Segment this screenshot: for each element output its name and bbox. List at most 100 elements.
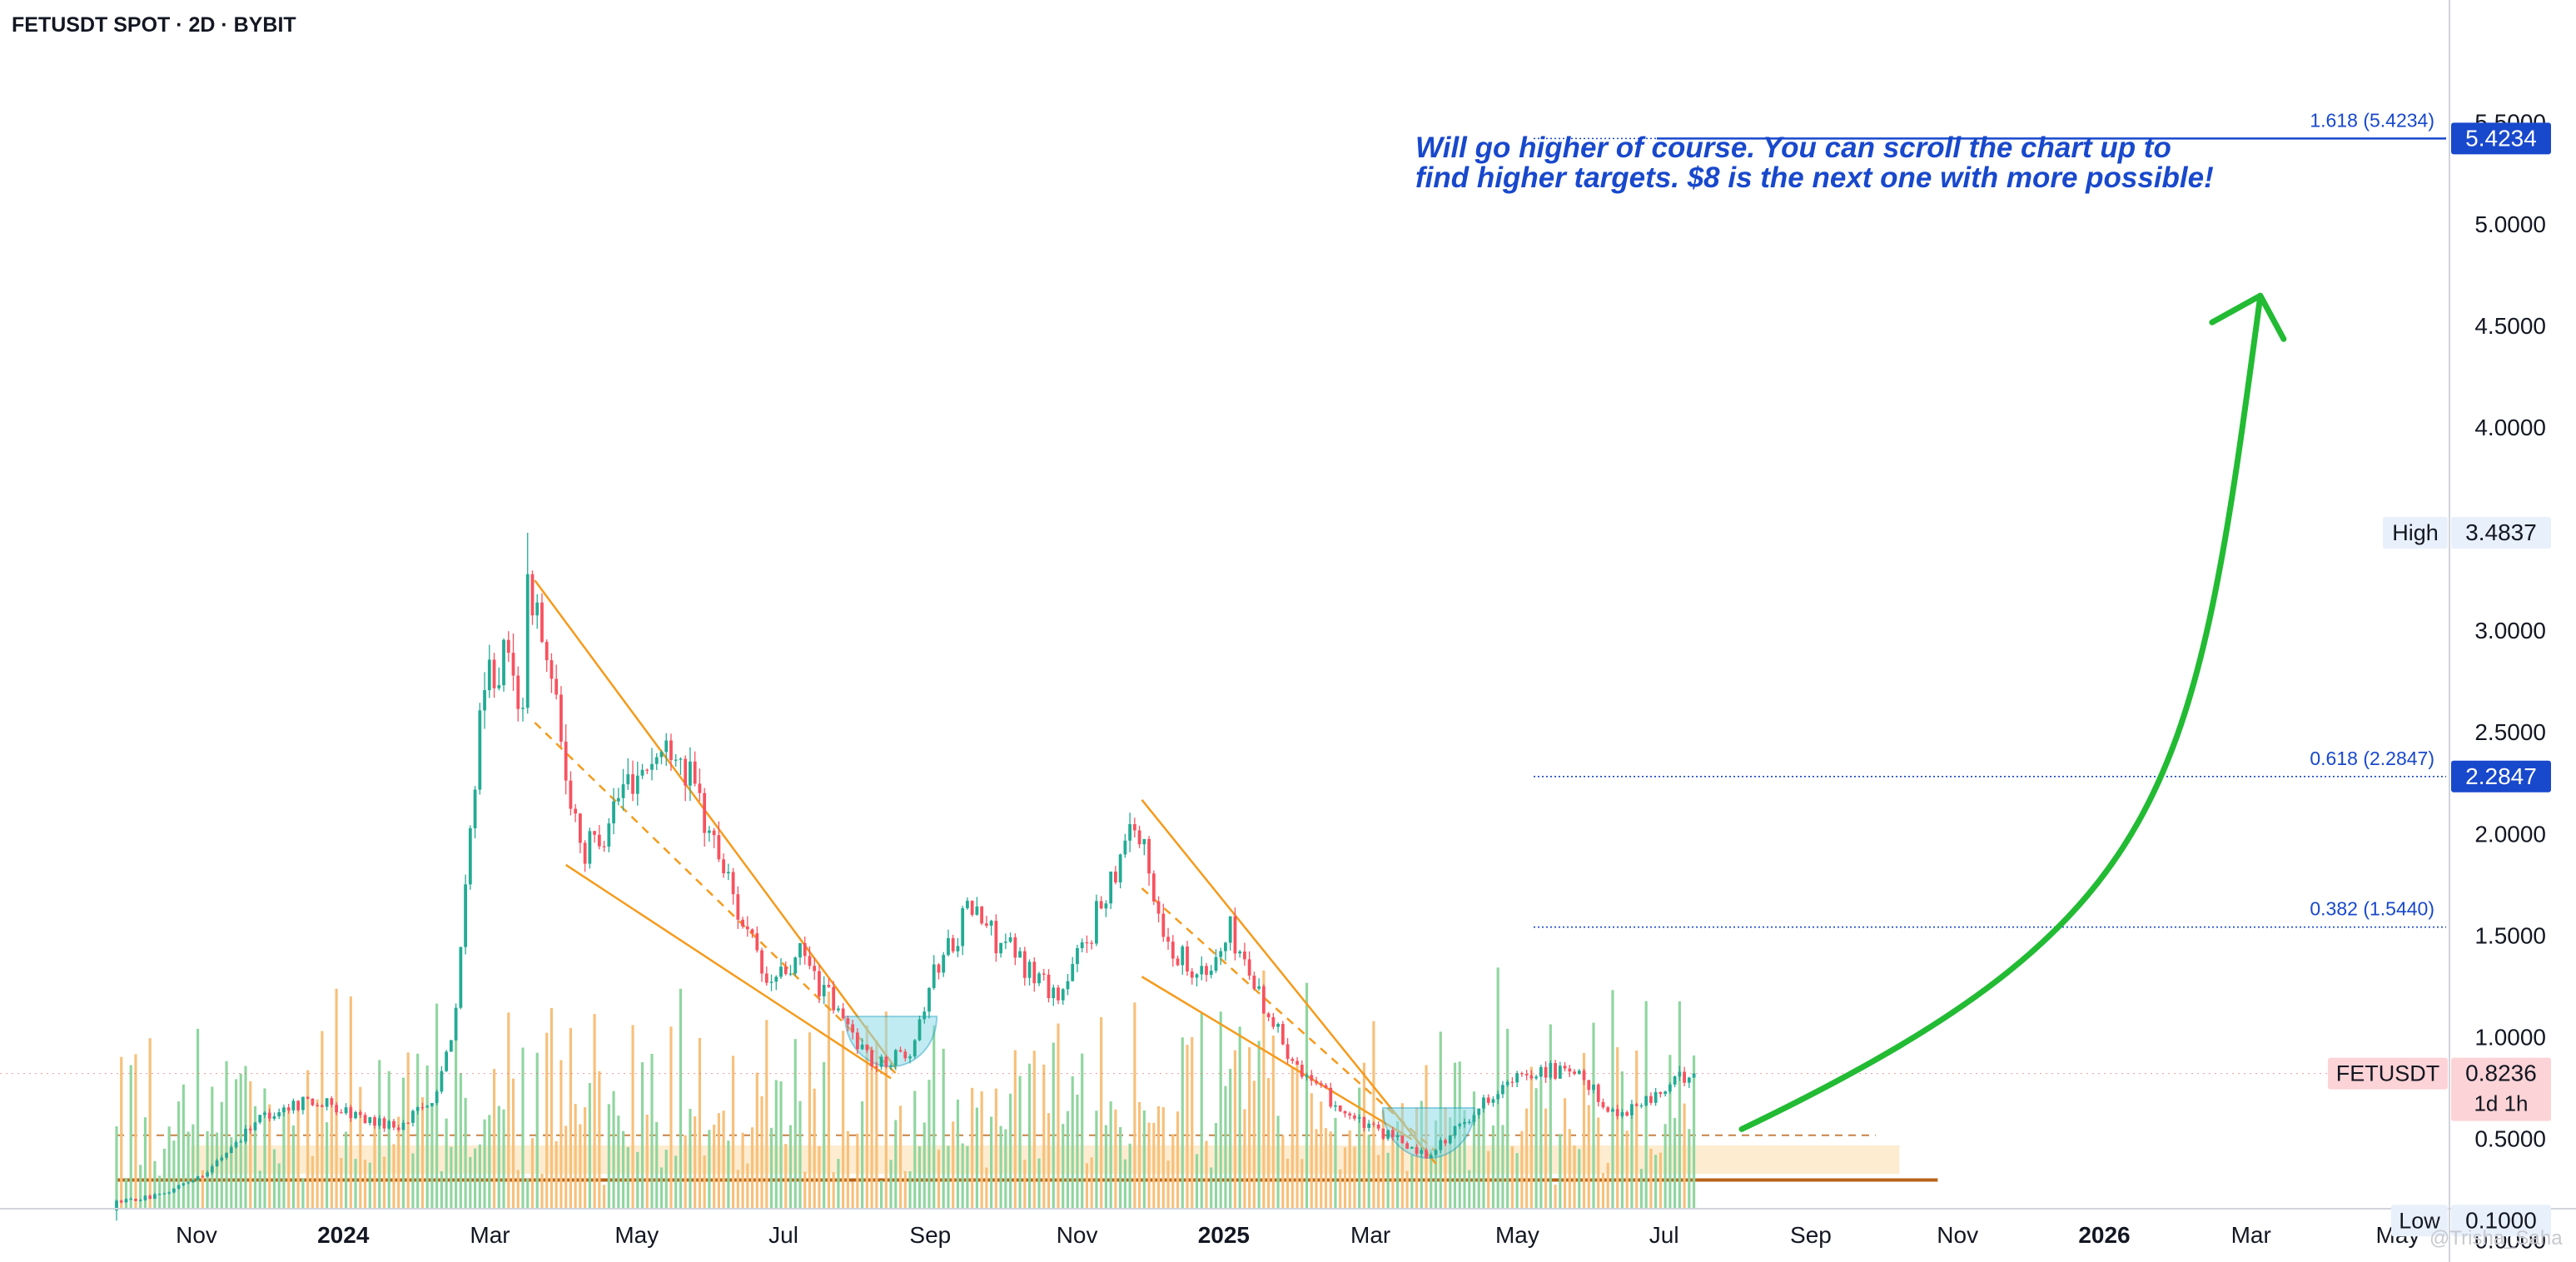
volume-bar xyxy=(823,1061,826,1209)
candle-body xyxy=(1195,974,1199,978)
candle-body xyxy=(1042,973,1046,975)
high-badge-box xyxy=(2451,517,2551,549)
time-tick-label: Mar xyxy=(1350,1222,1390,1248)
volume-bar xyxy=(349,996,352,1209)
volume-bar xyxy=(1166,1160,1170,1209)
low-badge-box xyxy=(2451,1205,2551,1237)
volume-bar xyxy=(1248,1046,1251,1209)
volume-bar xyxy=(1673,1117,1677,1209)
candle-body xyxy=(1410,1147,1414,1149)
volume-bar xyxy=(1510,1146,1514,1209)
volume-bar xyxy=(397,1116,400,1209)
candle-body xyxy=(1190,971,1194,978)
candle-body xyxy=(325,1098,329,1107)
candle-body xyxy=(234,1142,238,1148)
volume-bar xyxy=(1128,1143,1131,1209)
candle-body xyxy=(138,1200,142,1201)
candle-body xyxy=(267,1112,271,1119)
candle-body xyxy=(1137,830,1141,845)
volume-bar xyxy=(363,1160,367,1209)
candle-body xyxy=(401,1122,405,1130)
volume-bar xyxy=(554,1140,558,1209)
candle-body xyxy=(1606,1107,1610,1112)
volume-bar xyxy=(927,1080,931,1209)
candle-body xyxy=(1057,987,1060,1001)
candle-body xyxy=(569,780,573,809)
candle-body xyxy=(487,659,491,691)
candle-body xyxy=(1271,1016,1276,1027)
candle-body xyxy=(832,986,836,1011)
volume-bar xyxy=(808,1032,812,1209)
candle-body xyxy=(1123,840,1127,855)
candle-body xyxy=(913,1040,917,1057)
volume-bar xyxy=(584,1106,587,1209)
volume-bar xyxy=(450,1146,453,1209)
candle-body xyxy=(1266,1013,1271,1017)
volume-bar xyxy=(1210,1167,1213,1209)
volume-bar xyxy=(741,1132,744,1209)
candle-body xyxy=(1444,1140,1447,1144)
volume-bar xyxy=(316,1099,319,1209)
candle-body xyxy=(1142,838,1146,845)
price-tick-label: 4.5000 xyxy=(2474,313,2546,339)
candle-body xyxy=(253,1122,257,1130)
volume-bar xyxy=(1171,1134,1175,1209)
volume-bar xyxy=(1367,1135,1370,1209)
candle-body xyxy=(316,1105,320,1106)
volume-bar xyxy=(411,1153,415,1209)
candle-body xyxy=(1085,942,1089,944)
volume-bar xyxy=(1219,1011,1222,1209)
volume-bar xyxy=(598,1071,601,1209)
volume-bar xyxy=(856,1133,859,1209)
volume-bar xyxy=(918,1146,922,1209)
volume-bar xyxy=(550,1007,554,1209)
volume-bar xyxy=(230,1137,233,1209)
candle-body xyxy=(1295,1061,1299,1066)
volume-bar xyxy=(717,1113,720,1209)
candle-body xyxy=(272,1116,276,1119)
time-tick-label: Nov xyxy=(1057,1222,1098,1248)
volume-bar xyxy=(755,1072,758,1209)
volume-bar xyxy=(1391,1130,1395,1209)
volume-bar xyxy=(1252,1081,1256,1209)
candle-body xyxy=(583,842,587,864)
volume-bar xyxy=(1343,1147,1347,1209)
volume-bar xyxy=(120,1056,123,1209)
volume-bar xyxy=(956,1099,960,1209)
candle-body xyxy=(167,1192,172,1194)
time-tick-label: Mar xyxy=(2231,1222,2271,1248)
volume-bar xyxy=(1161,1106,1165,1209)
volume-bar xyxy=(631,1025,634,1209)
candle-body xyxy=(588,831,592,864)
volume-bar xyxy=(1176,1111,1180,1209)
candle-body xyxy=(607,823,611,847)
time-tick-label: Sep xyxy=(909,1222,951,1248)
candle-body xyxy=(115,1200,118,1211)
volume-bar xyxy=(492,1069,496,1209)
candle-body xyxy=(1243,951,1246,960)
volume-bar xyxy=(1534,1088,1538,1209)
fib-1618-badge-box xyxy=(2451,122,2551,155)
volume-bar xyxy=(1295,1065,1299,1209)
volume-bar xyxy=(382,1156,386,1209)
volume-bar xyxy=(172,1140,176,1209)
volume-bar xyxy=(1639,1169,1643,1209)
candle-body xyxy=(664,740,669,753)
volume-bar xyxy=(1214,1122,1218,1209)
volume-bar xyxy=(952,1121,955,1209)
candle-body xyxy=(684,758,688,786)
volume-bar xyxy=(301,1178,305,1209)
candle-body xyxy=(1453,1125,1457,1136)
volume-bar xyxy=(129,1065,132,1209)
candle-body xyxy=(1376,1124,1380,1129)
candle-body xyxy=(459,946,463,1008)
candle-body xyxy=(654,757,659,764)
volume-bar xyxy=(1620,1071,1624,1209)
candle-body xyxy=(621,784,625,798)
volume-bar xyxy=(1047,1113,1051,1209)
candle-body xyxy=(989,921,993,926)
volume-bar xyxy=(1468,1170,1471,1209)
volume-bar xyxy=(378,1060,381,1209)
candle-body xyxy=(1257,986,1261,989)
